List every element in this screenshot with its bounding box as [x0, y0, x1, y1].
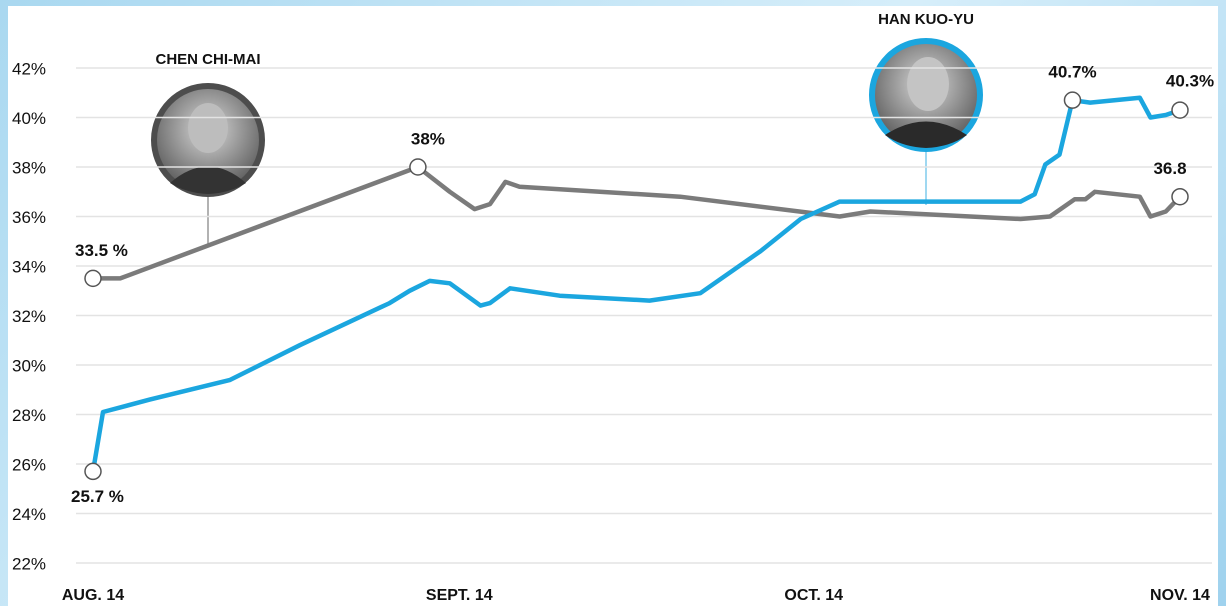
- annotation-chen: CHEN CHI-MAI: [156, 51, 261, 68]
- data-label: 33.5 %: [75, 241, 128, 260]
- data-label: 40.7%: [1048, 63, 1096, 82]
- chart: CHEN CHI-MAI HAN KUO-YU 22% 24% 26% 28% 30% 3…: [0, 0, 1226, 606]
- y-tick-label: 24%: [12, 505, 46, 524]
- x-tick-label: NOV. 14: [1150, 587, 1210, 604]
- y-tick-label: 42%: [12, 59, 46, 78]
- y-tick-label: 36%: [12, 208, 46, 227]
- x-tick-label: SEPT. 14: [426, 587, 493, 604]
- data-label: 25.7 %: [71, 487, 124, 506]
- data-label: 36.8: [1153, 159, 1186, 178]
- y-tick-label: 26%: [12, 455, 46, 474]
- annotation-han: HAN KUO-YU: [878, 11, 974, 28]
- point-marker: [410, 159, 426, 175]
- y-tick-label: 30%: [12, 356, 46, 375]
- page: CHEN CHI-MAI HAN KUO-YU 22% 24% 26% 28% 30% 3…: [0, 0, 1226, 606]
- x-tick-label: OCT. 14: [784, 587, 843, 604]
- y-tick-label: 40%: [12, 109, 46, 128]
- y-tick-label: 32%: [12, 307, 46, 326]
- point-marker: [85, 463, 101, 479]
- point-marker: [1172, 102, 1188, 118]
- y-tick-label: 34%: [12, 257, 46, 276]
- y-tick-label: 38%: [12, 158, 46, 177]
- data-label: 40.3%: [1166, 72, 1214, 91]
- y-tick-label: 28%: [12, 406, 46, 425]
- point-marker: [1172, 189, 1188, 205]
- x-tick-label: AUG. 14: [62, 587, 124, 604]
- y-tick-label: 22%: [12, 554, 46, 573]
- point-marker: [1064, 92, 1080, 108]
- data-label: 38%: [411, 129, 445, 148]
- point-marker: [85, 270, 101, 286]
